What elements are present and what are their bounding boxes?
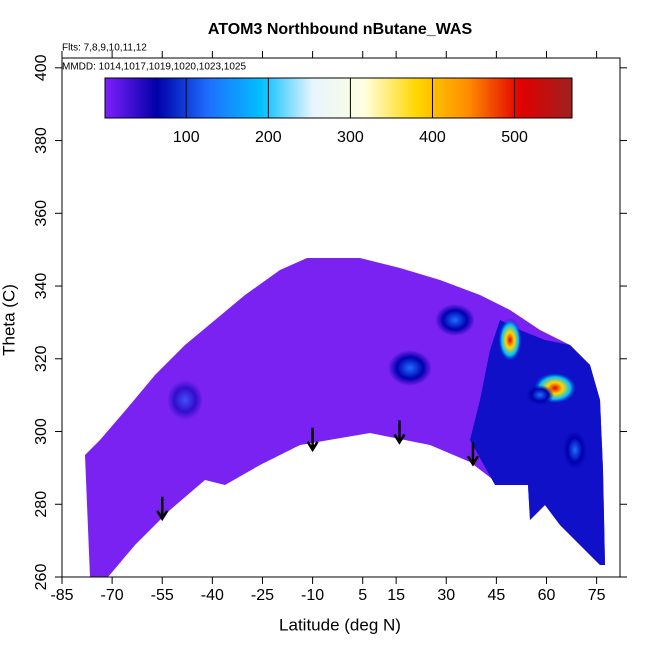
field-blob (388, 350, 432, 386)
x-tick-label: -10 (301, 587, 324, 604)
y-tick-label: 340 (33, 273, 50, 300)
field-hotspot (526, 385, 554, 405)
field-hotspot (498, 318, 522, 362)
x-tick-label: 45 (487, 587, 505, 604)
y-tick-label: 300 (33, 418, 50, 445)
x-tick-label: 5 (358, 587, 367, 604)
y-tick-label: 320 (33, 345, 50, 372)
arrow (156, 496, 169, 522)
arrow (393, 420, 406, 445)
plot-frame (61, 57, 621, 578)
colorbar (104, 77, 573, 119)
x-tick-label: -70 (101, 587, 124, 604)
colorbar-tick-label: 200 (255, 129, 282, 146)
field-hotspot (563, 430, 587, 470)
arrow (466, 442, 480, 467)
x-axis-label: Latitude (deg N) (279, 615, 401, 634)
x-tick-label: 15 (387, 587, 405, 604)
y-tick-label: 400 (33, 54, 50, 81)
field-blob (167, 380, 203, 420)
contour-field (85, 258, 605, 577)
colorbar-tick-label: 100 (173, 129, 200, 146)
annotation: Flts: 7,8,9,10,11,12 (62, 43, 147, 54)
y-axis-label: Theta (C) (0, 284, 18, 356)
chart-title: ATOM3 Northbound nButane_WAS (208, 21, 473, 38)
x-tick-label: 60 (538, 587, 556, 604)
colorbar-tick-label: 400 (419, 129, 446, 146)
x-tick-label: -85 (50, 587, 73, 604)
y-tick-label: 360 (33, 200, 50, 227)
y-tick-label: 260 (33, 564, 50, 591)
arrow (306, 427, 319, 453)
colorbar-tick-label: 300 (337, 129, 364, 146)
x-tick-label: -55 (151, 587, 174, 604)
annotation: MMDD: 1014,1017,1019,1020,1023,1025 (62, 62, 246, 73)
x-tick-label: -40 (201, 587, 224, 604)
x-tick-label: -25 (251, 587, 274, 604)
y-tick-label: 380 (33, 127, 50, 154)
y-tick-label: 280 (33, 491, 50, 518)
x-tick-label: 75 (588, 587, 606, 604)
field-region (85, 258, 605, 577)
x-tick-label: 30 (437, 587, 455, 604)
field-blob (435, 304, 475, 336)
colorbar-tick-label: 500 (501, 129, 528, 146)
